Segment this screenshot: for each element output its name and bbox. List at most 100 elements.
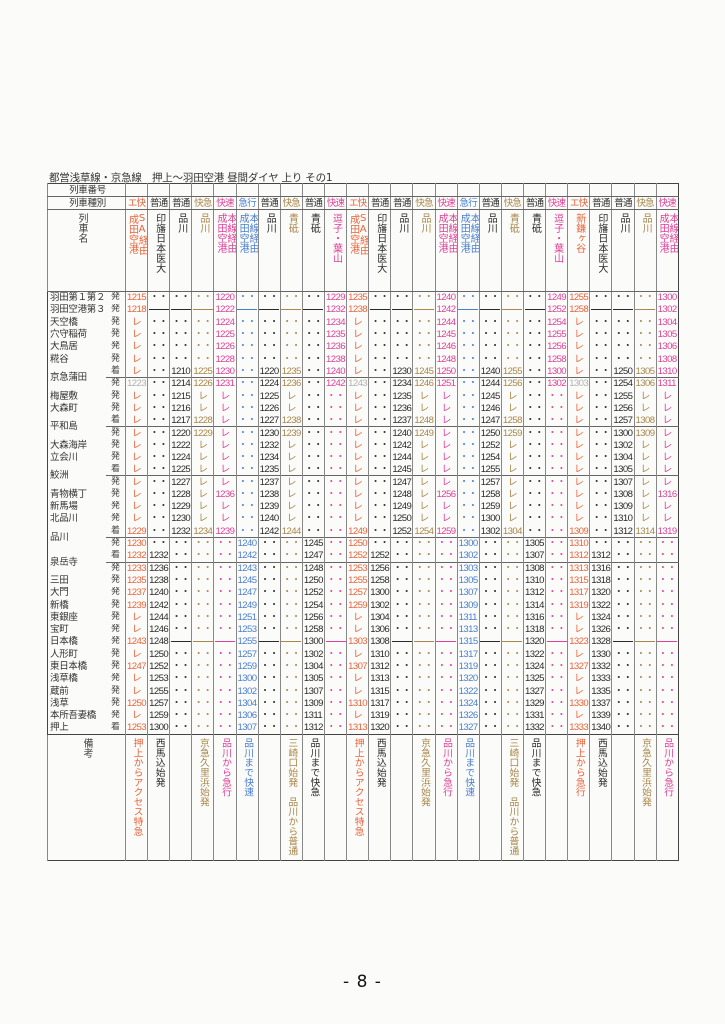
train-number-cell [412, 183, 436, 197]
time-cell: ・・ [545, 389, 568, 403]
time-cell: 1227 [257, 414, 281, 427]
time-cell: ・・ [633, 549, 657, 563]
time-cell: ・・ [434, 648, 458, 661]
time-cell: ・・ [456, 389, 480, 403]
arr-dep-label: 発 [111, 316, 120, 327]
time-cell: ・・ [257, 290, 281, 304]
station-row: 押上着 1253 1300 ・・ ・・ ・・ 1307 ・・ ・・ 1312 ・・ 1313 1320 ・… [48, 721, 679, 735]
remarks-text: 京急久里浜始発 [418, 737, 430, 807]
station-row: 羽田第１第２ 発 1215 ・・ ・・ ・・ 1220 ・・ ・・ ・・ ・・ 1229 1235 ・・・… [47, 290, 679, 304]
time-cell: 1256 [301, 611, 325, 624]
time-cell: ・・ [545, 512, 568, 526]
arr-dep-label: 発 [111, 587, 120, 598]
remarks-block: 京急久里浜始発 [414, 735, 435, 807]
time-cell: ・・ [301, 439, 325, 452]
time-cell: ・・ [611, 660, 635, 673]
time-cell: 1250 [390, 512, 413, 526]
train-type-cell: 普通 [522, 196, 546, 210]
time-cell: ・・ [478, 598, 502, 612]
time-cell: レ [412, 451, 436, 464]
time-cell: ・・ [434, 709, 458, 722]
time-cell: 1259 [235, 660, 259, 673]
time-cell: 1230 [169, 512, 192, 526]
time-cell: ・・ [257, 598, 281, 612]
remarks-block: 押上からアクセス特急 [348, 735, 369, 836]
time-cell: 1250 [301, 574, 325, 587]
time-cell: ・・ [611, 316, 635, 329]
time-cell: ・・ [500, 352, 524, 366]
train-type-cell: エ快 [124, 196, 148, 210]
time-cell: ・・ [191, 611, 214, 624]
time-cell: ・・ [301, 525, 325, 538]
destination-text: 本線経由 [446, 213, 458, 253]
time-cell: 1251 [434, 377, 458, 390]
through-line: — [391, 309, 412, 311]
time-cell: ・・ [213, 672, 237, 685]
remarks-block: 西馬込始発 [591, 735, 612, 787]
time-cell: 1307 [235, 721, 259, 735]
time-cell: ・・ [589, 402, 612, 415]
through-line: — [458, 309, 479, 311]
time-cell: 1305 [456, 574, 480, 587]
arr-dep-label: 発 [111, 353, 120, 364]
time-cell: ・・ [257, 611, 281, 624]
time-cell: レ [279, 500, 303, 513]
time-cell: レ [633, 488, 657, 501]
time-cell: 1245 [390, 463, 413, 476]
time-cell: レ [633, 439, 657, 452]
time-cell: 1226 [191, 377, 214, 390]
time-cell: ・・ [213, 721, 237, 735]
through-line: — [413, 309, 434, 311]
arr-dep-label: 発 [111, 513, 120, 524]
time-cell: ・・ [478, 561, 502, 575]
destination-block: 品川 [392, 210, 413, 233]
time-cell: ・・ [191, 574, 214, 587]
time-cell: ・・ [301, 488, 325, 501]
remarks-block: 押上からアクセス特急 [127, 735, 148, 836]
station-row: 北品川発レ・・ 1230 レレ・・ 1240 レ・・ ・・レ・・ 1250 レレ・・ 1300 レ… [48, 512, 679, 526]
time-cell: ・・ [235, 340, 259, 353]
time-cell: ・・ [191, 536, 214, 550]
through-line: — [192, 641, 213, 643]
time-cell: 1258 [478, 488, 502, 501]
train-destination: 印旛日本医大 [589, 209, 612, 292]
time-cell: — [368, 303, 391, 317]
time-cell: 1304 [235, 697, 259, 710]
time-cell: ・・ [191, 672, 214, 685]
destination-block: 成田空港 本線経由 [215, 210, 236, 253]
destination-text: 品川 [197, 213, 209, 233]
through-line: — [214, 641, 235, 643]
time-cell: 1234 [390, 377, 413, 390]
time-cell: 1249 [235, 598, 259, 612]
time-cell: ・・ [522, 525, 546, 538]
destination-text: 印旛日本医大 [374, 213, 386, 273]
time-cell: ・・ [279, 685, 303, 698]
time-cell: レ [124, 611, 148, 624]
time-cell: 1318 [522, 623, 546, 636]
time-cell: 1256 [434, 488, 458, 501]
time-cell: 1302 [655, 303, 679, 317]
time-cell: ・・ [169, 697, 192, 710]
time-cell: 1248 [434, 352, 458, 366]
destination-text: 成田空港 [657, 213, 669, 253]
time-cell: ・・ [301, 500, 325, 513]
time-cell: ・・ [456, 402, 480, 415]
time-cell: — [545, 635, 568, 649]
time-cell: レ [655, 426, 679, 440]
train-number-cell [478, 183, 502, 197]
time-cell: 1244 [390, 451, 413, 464]
train-type-cell: 普通 [611, 196, 635, 210]
time-cell: ・・ [478, 611, 502, 624]
time-cell: レ [124, 451, 148, 464]
time-cell: 1217 [169, 414, 192, 427]
time-cell: レ [434, 402, 458, 415]
time-cell: ・・ [412, 697, 436, 710]
time-cell: — [257, 635, 281, 649]
time-cell: 1234 [257, 451, 281, 464]
time-cell: ・・ [169, 561, 192, 575]
station-name: 押上 [50, 722, 69, 734]
remarks-block: 京急久里浜始発 [193, 735, 214, 807]
remarks-cell: 品川まで快速 [456, 733, 480, 861]
time-cell: ・・ [279, 697, 303, 710]
time-cell: 1329 [522, 697, 546, 710]
